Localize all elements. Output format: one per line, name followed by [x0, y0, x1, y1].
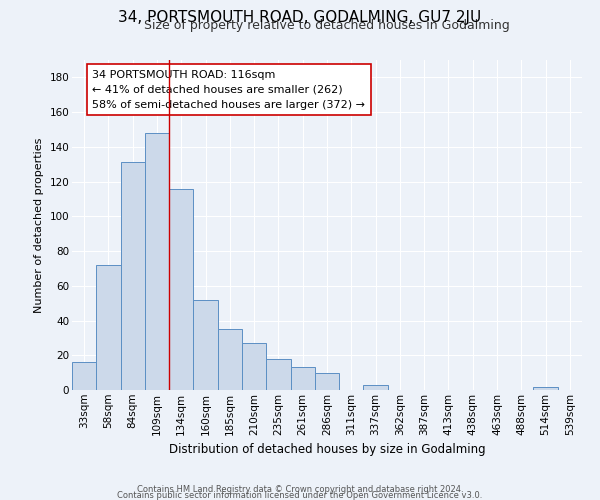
- Text: 34, PORTSMOUTH ROAD, GODALMING, GU7 2JU: 34, PORTSMOUTH ROAD, GODALMING, GU7 2JU: [118, 10, 482, 25]
- Bar: [364, 385, 388, 390]
- Bar: [96, 265, 121, 390]
- Bar: [266, 358, 290, 390]
- Y-axis label: Number of detached properties: Number of detached properties: [34, 138, 44, 312]
- Bar: [72, 362, 96, 390]
- Bar: [290, 368, 315, 390]
- Bar: [145, 133, 169, 390]
- Text: Contains HM Land Registry data © Crown copyright and database right 2024.: Contains HM Land Registry data © Crown c…: [137, 484, 463, 494]
- Bar: [218, 329, 242, 390]
- Title: Size of property relative to detached houses in Godalming: Size of property relative to detached ho…: [144, 20, 510, 32]
- X-axis label: Distribution of detached houses by size in Godalming: Distribution of detached houses by size …: [169, 443, 485, 456]
- Bar: [242, 343, 266, 390]
- Bar: [315, 372, 339, 390]
- Text: 34 PORTSMOUTH ROAD: 116sqm
← 41% of detached houses are smaller (262)
58% of sem: 34 PORTSMOUTH ROAD: 116sqm ← 41% of deta…: [92, 70, 365, 110]
- Bar: [121, 162, 145, 390]
- Text: Contains public sector information licensed under the Open Government Licence v3: Contains public sector information licen…: [118, 490, 482, 500]
- Bar: [533, 386, 558, 390]
- Bar: [169, 188, 193, 390]
- Bar: [193, 300, 218, 390]
